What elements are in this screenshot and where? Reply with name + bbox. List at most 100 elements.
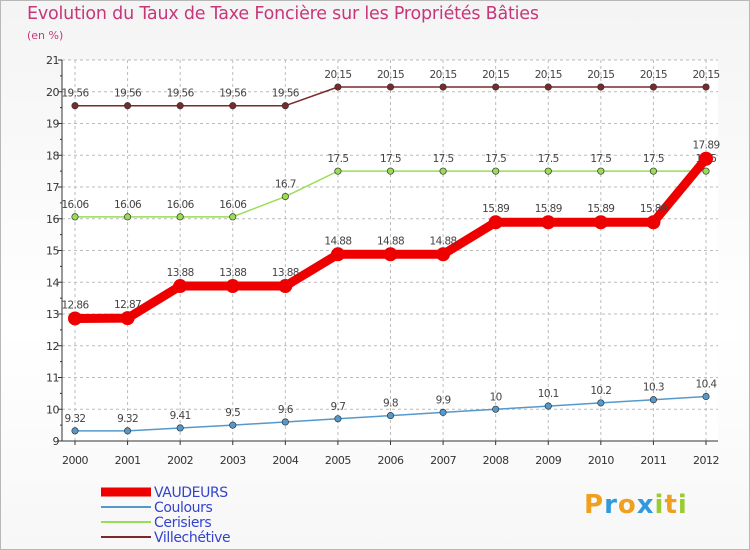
data-point	[544, 167, 552, 175]
y-tick-label: 15	[46, 245, 59, 258]
data-label: 14.88	[324, 235, 351, 247]
logo-letter: t	[664, 490, 678, 520]
y-tick-label: 12	[46, 340, 59, 353]
data-point	[597, 167, 605, 175]
data-point	[225, 279, 240, 294]
data-point	[334, 415, 342, 423]
data-label: 13.88	[167, 267, 194, 279]
data-label: 9.9	[436, 394, 451, 406]
data-point	[383, 247, 398, 262]
data-label: 15.89	[482, 203, 509, 215]
y-tick-label: 16	[46, 213, 59, 226]
data-label: 17.5	[327, 153, 348, 165]
data-point	[281, 192, 289, 201]
data-point	[702, 392, 710, 401]
data-label: 10.4	[696, 379, 718, 391]
data-label: 16.06	[167, 199, 195, 211]
data-label: 9.7	[330, 401, 345, 413]
data-label: 17.89	[692, 140, 719, 152]
x-tick-label: 2004	[272, 454, 298, 467]
x-tick-label: 2012	[693, 454, 719, 467]
data-point	[281, 102, 289, 110]
series-coulours: 9.32 9.32 9.41 9.5 9.6 9.7 9.8 9.9 10 10.1 10.2 10.…	[65, 379, 718, 435]
data-point	[593, 215, 608, 230]
data-point	[544, 83, 552, 91]
x-tick-label: 2003	[220, 454, 246, 467]
x-tick-label: 2007	[430, 454, 456, 467]
data-label: 20.15	[587, 69, 614, 81]
data-label: 13.88	[219, 267, 246, 279]
data-point	[646, 215, 661, 230]
data-point	[124, 427, 132, 435]
data-label: 12.87	[114, 299, 141, 311]
x-tick-label: 2006	[378, 454, 404, 467]
y-axis-unit-label: (en %)	[27, 29, 64, 42]
y-tick-label: 14	[46, 276, 59, 289]
data-point	[649, 396, 657, 404]
data-label: 17.5	[590, 153, 611, 165]
data-point	[71, 427, 79, 435]
series-cerisiers: 16.06 16.06 16.06 16.06 16.7 17.5 17.5 17.5 17.5…	[61, 153, 717, 221]
legend-item-cerisiers: Cerisiers	[101, 515, 212, 531]
y-tick-label: 9	[53, 435, 60, 448]
data-point	[702, 83, 710, 91]
data-label: 19.56	[219, 88, 247, 100]
data-point	[649, 167, 657, 175]
x-tick-label: 2000	[62, 454, 88, 467]
y-tick-label: 20	[46, 86, 59, 99]
x-tick-label: 2009	[535, 454, 561, 467]
data-point	[229, 421, 237, 429]
legend-label: Villechétive	[154, 530, 230, 546]
data-label: 9.5	[225, 407, 240, 419]
data-label: 14.88	[377, 235, 404, 247]
data-point	[71, 102, 79, 110]
x-tick-label: 2008	[483, 454, 509, 467]
data-label: 13.88	[272, 267, 299, 279]
data-point	[173, 279, 188, 294]
data-point	[124, 213, 132, 221]
y-tick-label: 17	[46, 181, 59, 194]
data-point	[281, 418, 289, 426]
x-tick-label: 2010	[588, 454, 614, 467]
data-label: 14.88	[430, 235, 457, 247]
data-point	[492, 167, 500, 175]
data-point	[176, 102, 184, 110]
y-tick-label: 11	[46, 372, 59, 385]
data-point	[334, 167, 342, 175]
data-label: 9.6	[278, 404, 294, 416]
data-point	[229, 213, 237, 221]
legend-item-coulours: Coulours	[101, 500, 213, 516]
data-point	[386, 412, 395, 420]
data-point	[544, 402, 552, 410]
data-label: 9.32	[65, 413, 86, 425]
y-tick-label: 10	[46, 403, 59, 416]
data-point	[386, 167, 395, 175]
data-label: 10.1	[538, 388, 559, 400]
data-label: 20.15	[535, 69, 562, 81]
data-label: 10.2	[590, 385, 611, 397]
y-tick-label: 18	[46, 149, 59, 162]
data-label: 20.15	[324, 69, 351, 81]
data-label: 17.5	[380, 153, 401, 165]
data-label: 16.7	[275, 179, 296, 191]
logo-letter: P	[584, 490, 605, 520]
x-tick-label: 2001	[115, 454, 141, 467]
data-point	[649, 83, 657, 91]
data-point	[597, 83, 605, 91]
data-point	[492, 405, 500, 413]
data-point	[68, 311, 82, 326]
data-label: 16.06	[114, 199, 142, 211]
data-point	[541, 215, 556, 230]
data-point	[488, 215, 503, 230]
data-label: 17.5	[538, 153, 559, 165]
data-point	[124, 102, 132, 110]
data-point	[71, 213, 79, 221]
data-label: 9.41	[170, 410, 191, 422]
data-label: 19.56	[272, 88, 300, 100]
data-label: 17.5	[433, 153, 454, 165]
data-label: 9.32	[117, 413, 138, 425]
data-point	[439, 167, 447, 175]
legend-item-villechétive: Villechétive	[101, 530, 231, 546]
data-point	[330, 247, 345, 262]
